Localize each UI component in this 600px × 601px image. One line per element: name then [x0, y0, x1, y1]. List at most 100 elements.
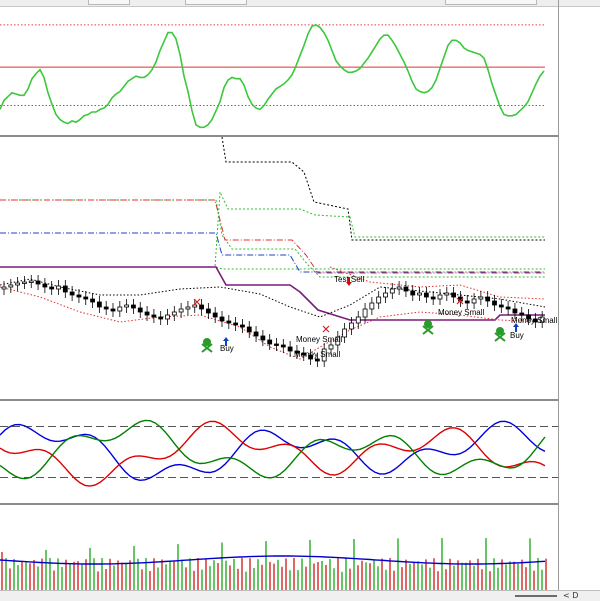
candle-body [485, 296, 491, 302]
minus-di-line [0, 420, 546, 487]
candle-body [383, 292, 388, 298]
candle-body [512, 308, 518, 314]
pane-separator[interactable] [0, 503, 558, 505]
candle-body [417, 292, 422, 296]
price-scale-border [558, 0, 559, 590]
candle-body [205, 308, 211, 314]
candle-body [22, 281, 27, 284]
skull-bone [422, 325, 434, 335]
chart-tab[interactable] [88, 0, 130, 5]
volume-chart [0, 538, 547, 590]
candle-body [28, 280, 34, 283]
candle-body [389, 288, 395, 294]
candle-body [110, 308, 116, 312]
candle-body [49, 286, 55, 290]
candle-body [171, 311, 177, 316]
candle-body [532, 318, 538, 323]
candle-body [437, 294, 443, 300]
arrow-up-icon [223, 337, 229, 346]
candle-body [185, 306, 191, 310]
candle-body [117, 306, 123, 312]
candle-body [1, 286, 7, 290]
window-top-strip [0, 0, 600, 7]
candle-body [137, 307, 143, 313]
skull-bone [494, 332, 506, 342]
scroll-nav-label[interactable]: < D [563, 591, 579, 600]
candle-body [464, 300, 470, 304]
upper-stop-line [221, 137, 545, 241]
skull-head [424, 320, 432, 328]
candle-body [308, 354, 313, 360]
skull-bone [201, 343, 213, 353]
scrollbar-thumb[interactable] [515, 595, 557, 597]
candle-body [226, 320, 232, 324]
candle-body [539, 316, 545, 323]
candle-body [505, 306, 511, 310]
candle-body [451, 292, 457, 298]
candle-body [219, 316, 225, 322]
candle-body [103, 306, 109, 310]
oscillator-panel[interactable] [0, 7, 558, 135]
candle-body [199, 304, 204, 310]
x-mark-icon [193, 298, 201, 306]
chart-tab[interactable] [185, 0, 247, 5]
candle-body [253, 331, 259, 337]
buy-label: Buy [220, 344, 234, 353]
pane-separator[interactable] [0, 399, 558, 401]
candle-body [376, 296, 382, 304]
volume-panel[interactable] [0, 505, 558, 590]
adx-line [0, 419, 546, 480]
upper-envelope-line [329, 266, 546, 300]
green-stop-line [0, 190, 545, 268]
candle-body [42, 283, 48, 288]
candle-body [423, 292, 429, 298]
directional-chart [0, 419, 558, 487]
candle-body [274, 343, 279, 346]
red-dashdot-line [0, 199, 545, 274]
candle-body [62, 285, 68, 293]
candle-body [165, 314, 170, 320]
candle-body [369, 302, 375, 310]
skull-head [496, 327, 504, 335]
oscillator-series-line [0, 24, 545, 129]
candle-body [492, 300, 497, 306]
bottom-scroll-bar[interactable]: < D [0, 590, 600, 601]
pane-separator[interactable] [0, 135, 558, 137]
candle-body [76, 294, 82, 298]
candle-body [260, 335, 266, 341]
candle-body [403, 286, 409, 292]
candle-body [35, 280, 41, 285]
buy-label: Buy [510, 331, 524, 340]
candle-body [158, 316, 164, 320]
candle-body [301, 352, 307, 356]
candle-body [287, 346, 293, 352]
candle-body [240, 324, 245, 328]
arrow-down-icon [346, 277, 352, 286]
candle-body [56, 285, 61, 290]
candle-body [178, 308, 184, 313]
candle-body [355, 316, 361, 324]
candle-body [246, 326, 252, 333]
candle-body [396, 286, 402, 290]
candle-body [212, 312, 218, 318]
green-mid-line [0, 199, 545, 278]
candle-body [321, 348, 327, 362]
candle-body [69, 291, 75, 296]
candle-body [526, 314, 531, 320]
price-panel[interactable]: Buy Money Small Money Small Test Sell Money … [0, 137, 558, 399]
candle-body [131, 304, 136, 309]
oscillator-chart [0, 24, 545, 129]
candle-body [335, 336, 341, 346]
x-mark-icon [322, 325, 330, 333]
skull-crossbones-icon [494, 327, 506, 342]
candle-body [314, 358, 320, 362]
candle-body [519, 312, 525, 316]
candle-body [410, 290, 416, 296]
chart-tab[interactable] [445, 0, 537, 5]
blue-dashdot-line [0, 232, 545, 273]
candle-body [233, 322, 239, 326]
skull-crossbones-icon [201, 338, 213, 353]
directional-panel[interactable] [0, 401, 558, 503]
